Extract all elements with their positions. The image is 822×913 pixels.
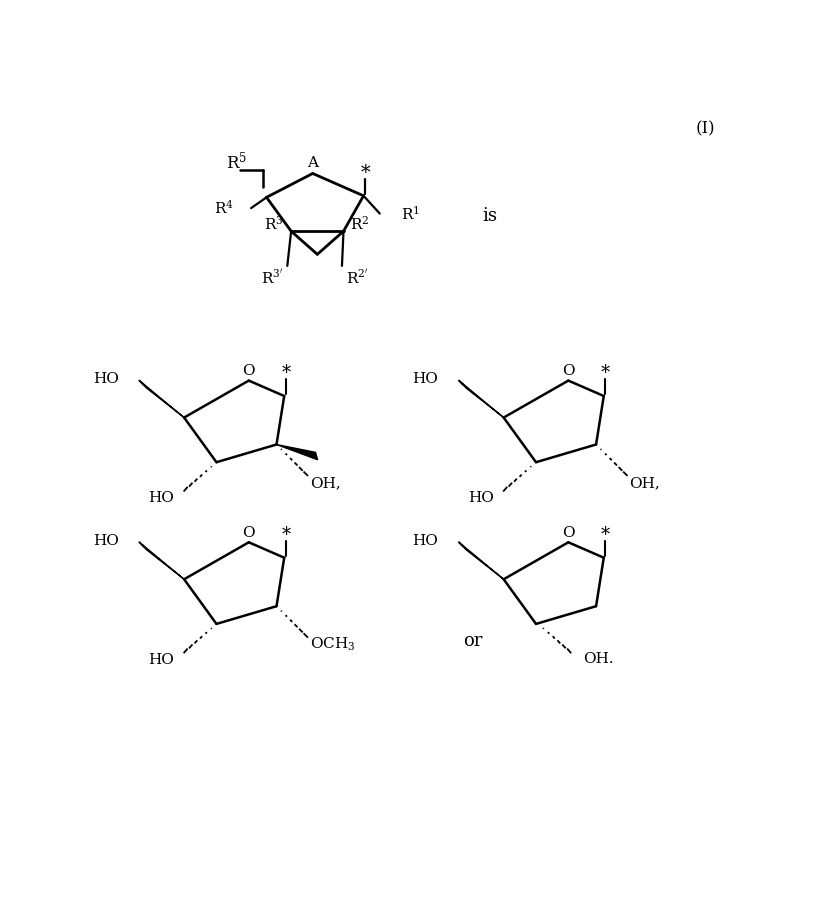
Text: A: A [307, 156, 318, 170]
Text: HO: HO [413, 534, 438, 548]
Text: R$^3$: R$^3$ [264, 215, 284, 233]
Text: OCH$_3$: OCH$_3$ [310, 636, 355, 654]
Text: or: or [463, 632, 483, 650]
Text: (I): (I) [695, 121, 715, 137]
Text: R$^{3'}$: R$^{3'}$ [261, 269, 283, 288]
Text: O: O [242, 364, 255, 378]
Text: OH.: OH. [583, 652, 613, 666]
Text: HO: HO [148, 491, 174, 506]
Text: OH,: OH, [629, 476, 660, 490]
Text: R$^{2'}$: R$^{2'}$ [346, 269, 368, 288]
Text: HO: HO [413, 373, 438, 386]
Polygon shape [142, 544, 184, 579]
Text: HO: HO [468, 491, 494, 506]
Text: HO: HO [93, 373, 118, 386]
Text: *: * [601, 526, 610, 543]
Text: is: is [483, 207, 497, 225]
Text: *: * [281, 364, 290, 382]
Text: HO: HO [93, 534, 118, 548]
Text: *: * [601, 364, 610, 382]
Text: *: * [281, 526, 290, 543]
Polygon shape [276, 445, 317, 460]
Text: R$^2$: R$^2$ [349, 215, 369, 233]
Text: OH,: OH, [310, 476, 340, 490]
Polygon shape [462, 383, 504, 417]
Text: *: * [360, 163, 370, 182]
Text: R$^4$: R$^4$ [215, 199, 234, 217]
Text: R$^1$: R$^1$ [401, 205, 420, 223]
Polygon shape [142, 383, 184, 417]
Text: HO: HO [148, 653, 174, 667]
Text: O: O [242, 526, 255, 540]
Text: O: O [562, 364, 575, 378]
Polygon shape [462, 544, 504, 579]
Text: O: O [562, 526, 575, 540]
Text: R$^5$: R$^5$ [226, 151, 247, 173]
